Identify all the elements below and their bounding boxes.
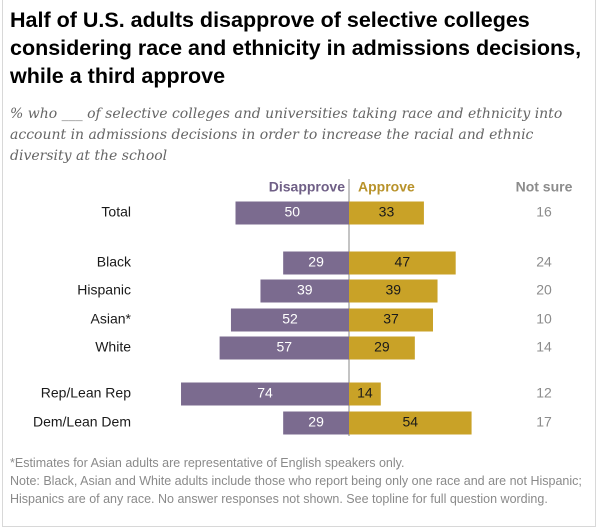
bar-approve bbox=[349, 382, 381, 406]
bar-disapprove bbox=[283, 411, 349, 435]
chart-title: Half of U.S. adults disapprove of select… bbox=[10, 8, 582, 88]
data-label-not-sure: 20 bbox=[536, 282, 552, 298]
header-not-sure: Not sure bbox=[516, 179, 573, 195]
data-label-not-sure: 16 bbox=[536, 204, 552, 220]
asterisk-note: *Estimates for Asian adults are represen… bbox=[10, 456, 405, 470]
category-label: Black bbox=[97, 254, 132, 270]
data-label-approve: 14 bbox=[357, 385, 373, 401]
data-label-not-sure: 14 bbox=[536, 339, 552, 355]
bar-approve bbox=[349, 251, 456, 275]
data-label-disapprove: 39 bbox=[297, 282, 313, 298]
bar-disapprove bbox=[260, 279, 349, 303]
data-label-approve: 47 bbox=[395, 254, 411, 270]
data-label-disapprove: 29 bbox=[308, 254, 324, 270]
bar-disapprove bbox=[181, 382, 349, 406]
data-label-not-sure: 10 bbox=[536, 311, 552, 327]
bar-disapprove bbox=[235, 201, 349, 225]
data-label-approve: 37 bbox=[383, 311, 399, 327]
bar-approve bbox=[349, 201, 424, 225]
diverging-bar-chart: Disapprove Approve Not sure Total 50 33 16 Blac… bbox=[33, 179, 573, 436]
category-label: Asian* bbox=[91, 311, 132, 327]
data-label-disapprove: 74 bbox=[257, 385, 273, 401]
bar-approve bbox=[349, 308, 433, 332]
chart-notes: *Estimates for Asian adults are represen… bbox=[10, 454, 590, 508]
category-label: White bbox=[95, 339, 131, 355]
category-label: Total bbox=[101, 204, 131, 220]
data-label-not-sure: 12 bbox=[536, 385, 552, 401]
data-label-disapprove: 52 bbox=[282, 311, 298, 327]
data-label-not-sure: 24 bbox=[536, 254, 552, 270]
bar-disapprove bbox=[219, 336, 349, 360]
data-label-approve: 33 bbox=[379, 204, 395, 220]
data-label-not-sure: 17 bbox=[536, 414, 552, 430]
category-label: Dem/Lean Dem bbox=[33, 414, 131, 430]
bar-disapprove bbox=[283, 251, 349, 275]
category-label: Hispanic bbox=[77, 282, 131, 298]
header-approve: Approve bbox=[358, 179, 415, 195]
header-disapprove: Disapprove bbox=[269, 179, 345, 195]
data-label-disapprove: 57 bbox=[277, 339, 293, 355]
data-label-approve: 54 bbox=[403, 414, 419, 430]
data-label-approve: 39 bbox=[385, 282, 401, 298]
bar-disapprove bbox=[230, 308, 349, 332]
category-label: Rep/Lean Rep bbox=[41, 385, 132, 401]
methodology-note: Note: Black, Asian and White adults incl… bbox=[10, 474, 582, 506]
bar-approve bbox=[349, 411, 472, 435]
bar-approve bbox=[349, 336, 415, 360]
chart-subtitle: % who ___ of selective colleges and univ… bbox=[10, 106, 563, 164]
data-label-disapprove: 50 bbox=[284, 204, 300, 220]
bar-approve bbox=[349, 279, 438, 303]
data-label-approve: 29 bbox=[374, 339, 390, 355]
data-label-disapprove: 29 bbox=[308, 414, 324, 430]
